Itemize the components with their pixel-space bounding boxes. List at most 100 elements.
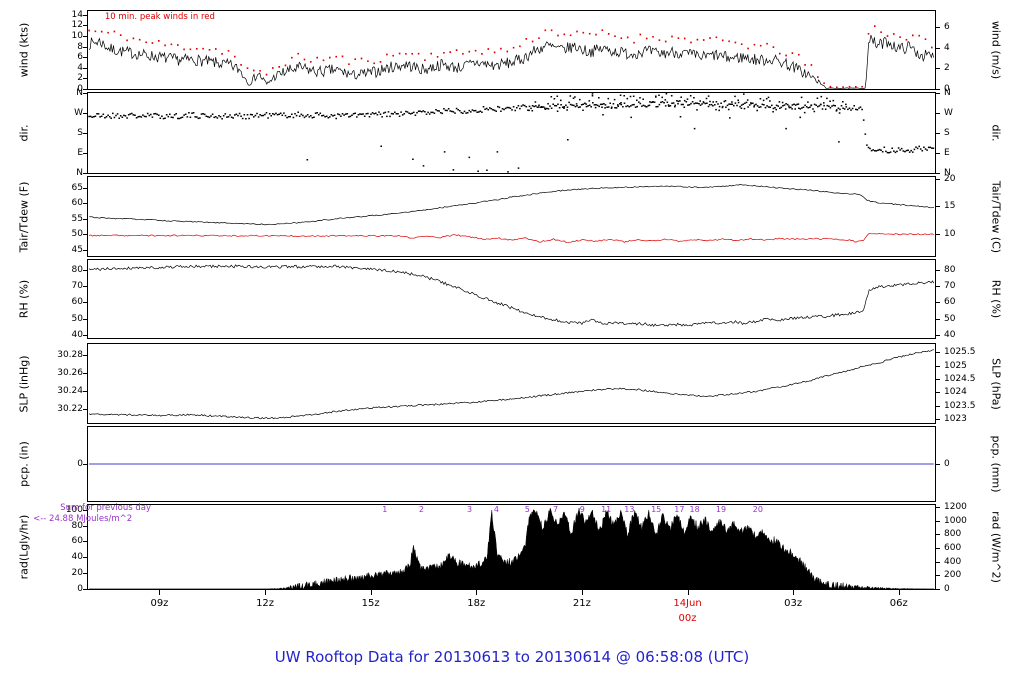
y-tick-label-left: 4 [77, 62, 83, 73]
radiation-hour-mark: 15 [651, 505, 661, 514]
y-tick-mark-right [936, 173, 940, 174]
y-tick-label-left: 70 [71, 281, 83, 291]
y-tick-mark-right [936, 302, 940, 304]
y-tick-mark-left [83, 14, 87, 16]
y-tick-label-left: N [76, 168, 83, 178]
y-tick-mark-left [83, 525, 87, 527]
y-tick-label-left: 30.22 [57, 404, 83, 415]
y-tick-label-left: 2 [77, 73, 83, 84]
y-tick-mark-right [936, 561, 940, 563]
y-tick-label-left: 80 [71, 520, 83, 531]
panel-radiation-canvas: 1 2 3 4 5 7 9 11 13 15 17 18 19 20 [89, 505, 934, 589]
y-tick-mark-right [936, 534, 940, 536]
y-tick-mark-left [83, 35, 87, 37]
y-tick-label-right: 200 [944, 570, 962, 581]
y-tick-mark-left [83, 557, 87, 559]
axis-title-right-temperature: Tair/Tdew (C) [989, 180, 1003, 253]
x-tick-mark [793, 590, 795, 595]
y-tick-label-right: S [944, 128, 950, 138]
series-solar-radiation [89, 507, 934, 589]
panel-sea-level-pressure-canvas [88, 349, 934, 420]
y-tick-mark-right [936, 153, 940, 154]
panel-precipitation [87, 426, 936, 502]
x-tick-mark [898, 590, 900, 595]
y-tick-mark-left [83, 57, 87, 59]
y-tick-label-right: W [944, 108, 953, 118]
y-tick-label-right: 1024 [944, 387, 967, 398]
y-tick-mark-right [936, 352, 940, 354]
y-tick-label-right: 0 [944, 84, 950, 94]
panel-wind-canvas [88, 25, 934, 89]
radiation-hour-mark: 17 [674, 505, 684, 514]
axis-title-right-sea-level-pressure: SLP (hPa) [989, 357, 1003, 410]
y-tick-mark-left [83, 234, 87, 236]
y-tick-label-left: 100 [65, 504, 83, 515]
y-tick-mark-left [83, 249, 87, 251]
y-tick-label-left: 14 [71, 9, 83, 20]
radiation-hour-mark: 9 [580, 505, 585, 514]
series-air-temperature [89, 183, 934, 226]
y-tick-mark-left [83, 509, 87, 511]
y-tick-label-left: 0 [77, 584, 83, 594]
y-tick-label-left: 60 [71, 198, 83, 209]
y-tick-label-left: 30.28 [57, 349, 83, 360]
y-tick-mark-left [83, 373, 87, 375]
y-tick-mark-left [83, 133, 87, 134]
y-tick-label-right: 400 [944, 556, 962, 567]
y-tick-label-left: 65 [71, 182, 83, 193]
radiation-hour-mark: 19 [716, 505, 726, 514]
x-tick-label: 09z [150, 598, 169, 609]
x-tick-mark [265, 590, 267, 595]
y-tick-mark-right [936, 520, 940, 522]
y-tick-label-right: 1200 [944, 502, 967, 513]
y-tick-label-right: 1024.5 [944, 374, 976, 385]
y-tick-label-right: 80 [944, 264, 956, 275]
y-tick-label-left: 50 [71, 229, 83, 240]
y-tick-label-left: 6 [77, 52, 83, 63]
panel-radiation: 1 2 3 4 5 7 9 11 13 15 17 18 19 20 [87, 504, 936, 590]
y-tick-mark-right [936, 93, 940, 94]
series-wind-direction-scatter [528, 94, 847, 114]
y-tick-mark-right [936, 269, 940, 271]
y-tick-label-right: E [944, 148, 950, 158]
annotation: Sum for previous day [60, 503, 152, 514]
y-tick-label-right: 15 [944, 201, 956, 212]
y-tick-mark-right [936, 589, 940, 590]
panel-precipitation-canvas [89, 463, 934, 465]
y-tick-label-left: 60 [71, 297, 83, 308]
y-tick-label-right: 6 [944, 22, 950, 33]
x-tick-label: 15z [361, 598, 380, 609]
axis-title-left-sea-level-pressure: SLP (inHg) [17, 354, 31, 413]
y-tick-mark-left [83, 93, 87, 94]
axis-title-left-radiation: rad(Lgly/hr) [17, 514, 31, 580]
panel-temperature [87, 176, 936, 257]
y-tick-label-left: 60 [71, 536, 83, 547]
panel-temperature-canvas [88, 183, 935, 244]
axis-title-left-precipitation: pcp. (in) [17, 441, 31, 487]
x-tick-label: 12z [256, 598, 275, 609]
y-tick-label-right: 40 [944, 329, 956, 340]
y-tick-mark-right [936, 392, 940, 394]
y-tick-mark-right [936, 113, 940, 114]
y-tick-label-left: N [76, 88, 83, 98]
axis-title-left-relative-humidity: RH (%) [17, 279, 31, 319]
series-sea-level-pressure [88, 349, 934, 420]
panel-dir-canvas [88, 93, 935, 173]
y-tick-label-right: 60 [944, 297, 956, 308]
y-tick-mark-left [83, 354, 87, 356]
radiation-hour-mark: 4 [494, 505, 499, 514]
y-tick-mark-left [83, 302, 87, 304]
axis-title-left-temperature: Tair/Tdew (F) [17, 181, 31, 252]
y-tick-label-left: 40 [71, 552, 83, 563]
y-tick-mark-right [936, 507, 940, 509]
y-tick-mark-left [83, 218, 87, 220]
axis-title-left-dir: dir. [17, 124, 31, 142]
series-relative-humidity [88, 264, 935, 328]
y-tick-mark-left [83, 173, 87, 174]
x-tick-mark [476, 590, 478, 595]
y-tick-label-left: 40 [71, 329, 83, 340]
y-tick-mark-right [936, 234, 940, 236]
y-tick-label-right: N [944, 88, 951, 98]
y-tick-label-left: 50 [71, 313, 83, 324]
panel-wind [87, 10, 936, 90]
